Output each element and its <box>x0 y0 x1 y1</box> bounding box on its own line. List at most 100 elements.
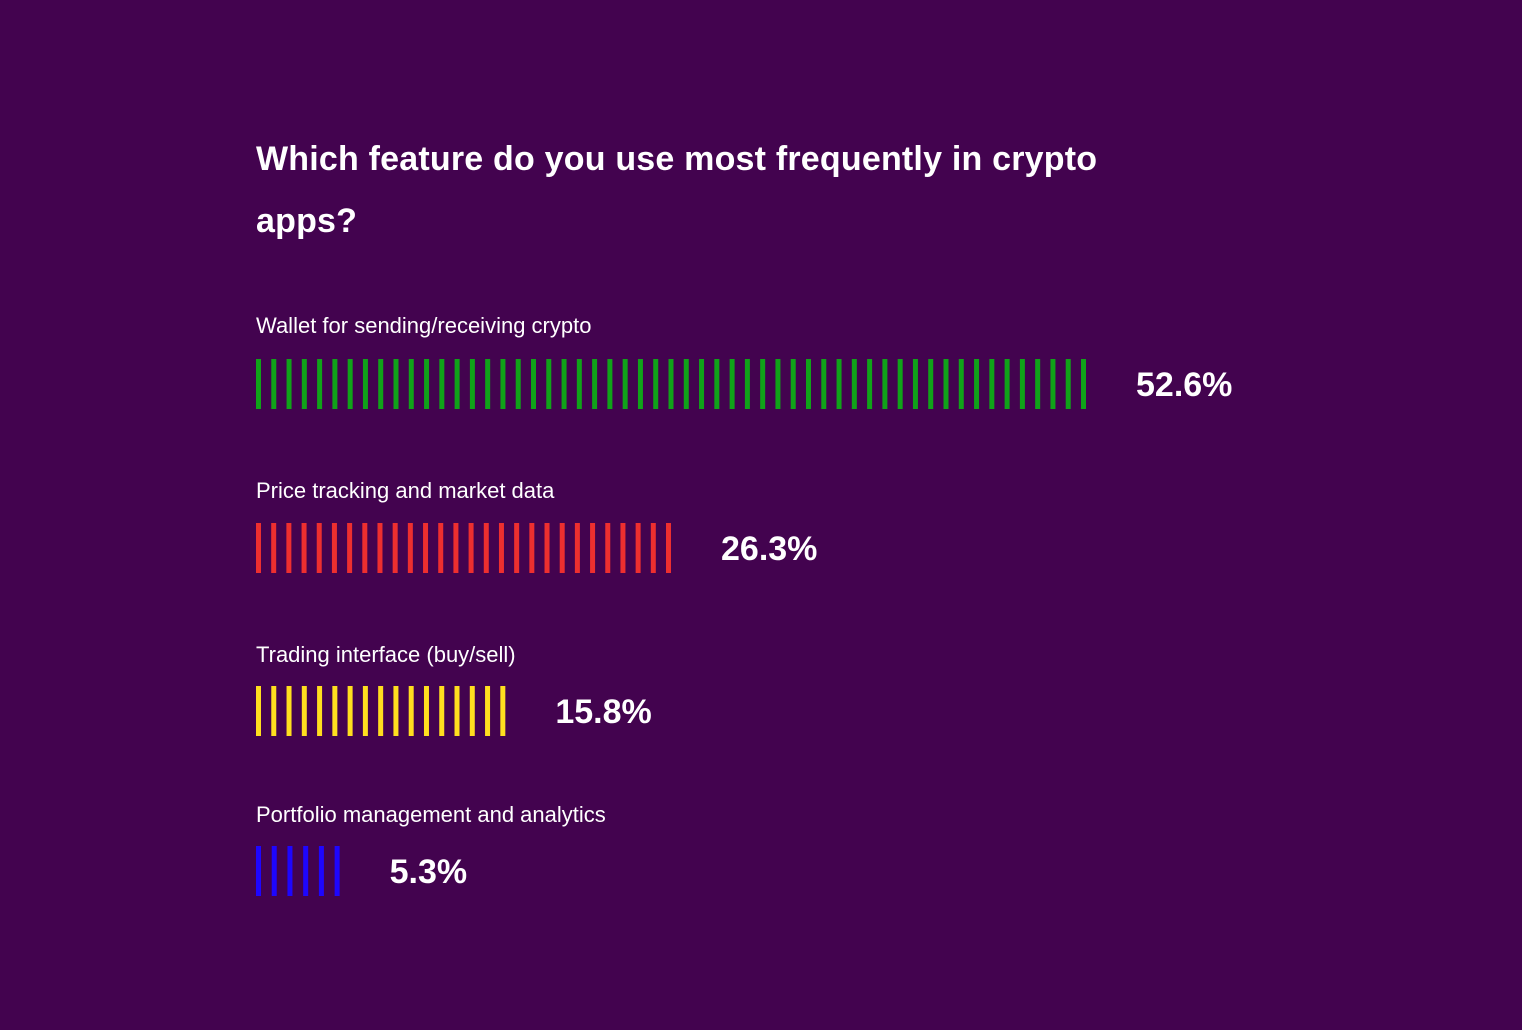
bar-stripe <box>897 359 903 409</box>
bar-stripe <box>317 686 323 736</box>
bar-stripe <box>500 359 506 409</box>
bar-stripe <box>271 846 277 896</box>
bar-stripe <box>1065 359 1071 409</box>
bar-stripe <box>286 359 292 409</box>
bar-stripe <box>271 523 277 573</box>
bar-stripe <box>468 523 474 573</box>
bar-stripe <box>256 359 261 409</box>
bar-stripe <box>301 359 307 409</box>
bar-stripe <box>271 686 277 736</box>
bar-stripe <box>483 523 489 573</box>
bar-stripe <box>362 686 368 736</box>
category-label: Wallet for sending/receiving crypto <box>256 313 591 338</box>
bar-stripe <box>790 359 796 409</box>
bar-group: Wallet for sending/receiving crypto 52.6% <box>256 313 1232 409</box>
bar-stripe <box>423 686 429 736</box>
bar-stripe <box>424 359 430 409</box>
value-label: 26.3% <box>721 530 817 568</box>
bar-stripe <box>485 359 491 409</box>
bar-stripe <box>331 523 337 573</box>
value-label: 15.8% <box>555 693 651 731</box>
bar-stripe <box>531 359 536 409</box>
bar-stripe <box>334 846 340 896</box>
bar-stripe <box>867 359 873 409</box>
bar-stripe <box>576 359 582 409</box>
bar-stripe <box>1081 359 1086 409</box>
bar-stripe <box>377 523 383 573</box>
bar-stripe <box>943 359 949 409</box>
value-label: 52.6% <box>1136 366 1232 404</box>
bar <box>256 359 1086 409</box>
bar-stripe <box>408 359 414 409</box>
bar-group: Price tracking and market data 26.3% <box>256 478 817 573</box>
bar-stripe <box>851 359 857 409</box>
bar-stripe <box>622 359 628 409</box>
bar-group: Trading interface (buy/sell) 15.8% <box>256 642 652 736</box>
bar-stripe <box>760 359 766 409</box>
bar <box>256 846 340 896</box>
bar <box>256 523 671 573</box>
bar-stripe <box>378 686 384 736</box>
bar-stripe <box>469 359 475 409</box>
bar-stripe <box>500 686 506 736</box>
bar-stripe <box>287 846 293 896</box>
bar <box>256 686 506 736</box>
category-label: Price tracking and market data <box>256 478 555 503</box>
bar-stripe <box>453 523 459 573</box>
bar-stripe <box>607 359 613 409</box>
bar-stripe <box>574 523 580 573</box>
bar-stripe <box>514 523 520 573</box>
bar-stripe <box>637 359 643 409</box>
bar-stripe <box>744 359 750 409</box>
bar-stripe <box>775 359 781 409</box>
bar-stripe <box>362 523 368 573</box>
bar-stripe <box>836 359 842 409</box>
bar-stripe <box>806 359 811 409</box>
bar-stripe <box>559 523 565 573</box>
bar-stripe <box>271 359 277 409</box>
bar-stripe <box>605 523 611 573</box>
bar-stripe <box>332 359 338 409</box>
category-label: Trading interface (buy/sell) <box>256 642 516 667</box>
bar-stripe <box>407 523 413 573</box>
bar-stripe <box>1019 359 1025 409</box>
bar-stripe <box>714 359 720 409</box>
bar-stripe <box>912 359 918 409</box>
bar-stripe <box>286 523 292 573</box>
bar-stripe <box>590 523 596 573</box>
bar-stripe <box>668 359 674 409</box>
category-label: Portfolio management and analytics <box>256 802 606 827</box>
bar-stripe <box>286 686 292 736</box>
bar-stripe <box>529 523 535 573</box>
bar-stripe <box>454 686 460 736</box>
bar-stripe <box>256 686 261 736</box>
bar-stripe <box>469 686 475 736</box>
bar-stripe <box>635 523 641 573</box>
bar-stripe <box>362 359 368 409</box>
bar-stripe <box>1050 359 1056 409</box>
bar-stripe <box>650 523 656 573</box>
bar-stripe <box>928 359 934 409</box>
bar-stripe <box>256 523 261 573</box>
bar-stripe <box>561 359 567 409</box>
bar-stripe <box>301 686 307 736</box>
bar-stripe <box>454 359 460 409</box>
bar-stripe <box>515 359 521 409</box>
chart-title: Which feature do you use most frequently… <box>256 140 1098 240</box>
bar-stripe <box>318 846 324 896</box>
bar-stripe <box>620 523 626 573</box>
bar-group: Portfolio management and analytics 5.3% <box>256 802 606 896</box>
bar-stripe <box>439 359 445 409</box>
bar-stripe <box>1035 359 1041 409</box>
bar-stripe <box>592 359 598 409</box>
bar-stripe <box>347 523 353 573</box>
bar-stripe <box>378 359 384 409</box>
bar-stripe <box>438 523 444 573</box>
bar-stripe <box>974 359 980 409</box>
bar-stripe <box>544 523 550 573</box>
bar-stripe <box>303 846 309 896</box>
bar-stripe <box>393 359 399 409</box>
bar-stripe <box>485 686 491 736</box>
